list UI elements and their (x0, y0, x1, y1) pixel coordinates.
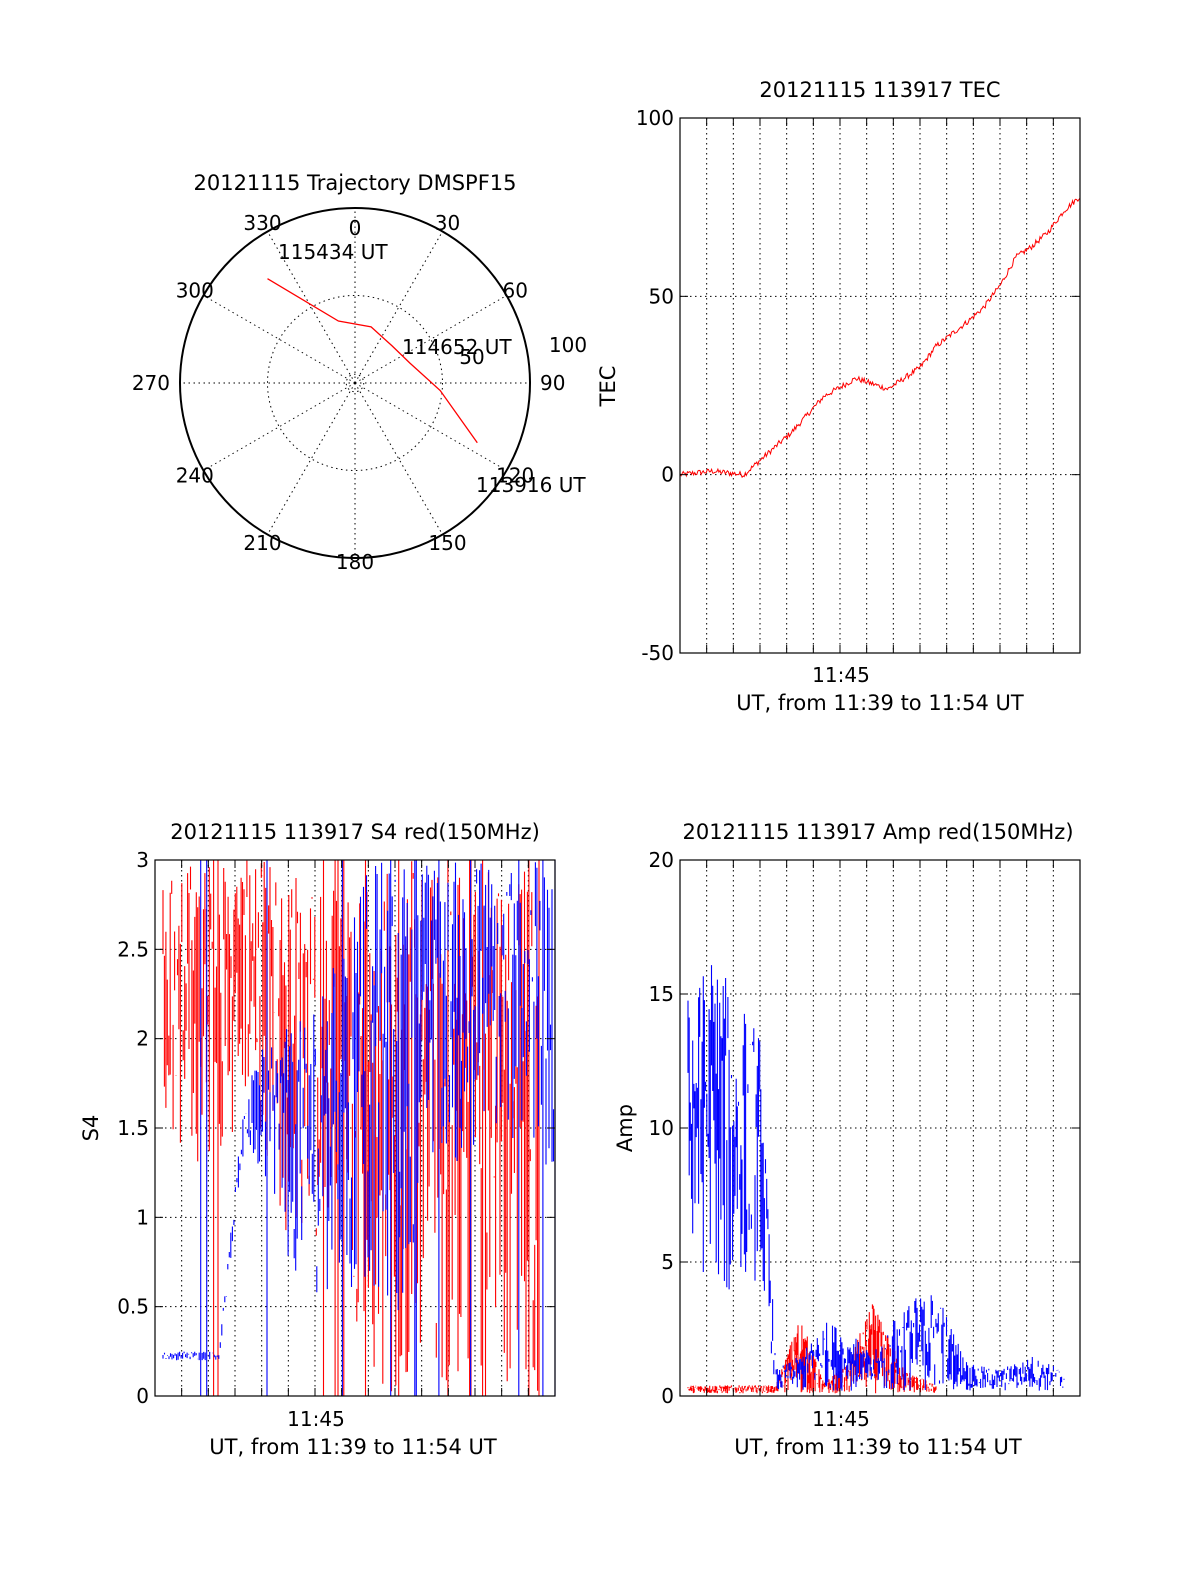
s4-ytick-label-3: 1.5 (117, 1116, 149, 1140)
s4-ytick-label-1: 2.5 (117, 937, 149, 961)
polar-angle-label-120: 120 (496, 464, 534, 488)
polar-angle-labels: 0 30 60 90 120 150 180 210 240 270 300 330 (132, 211, 566, 574)
s4-ytick-label-2: 2 (136, 1027, 149, 1051)
tec-title: 20121115 113917 TEC (759, 78, 1000, 102)
polar-spoke-300 (203, 295, 356, 384)
tec-line (679, 197, 1081, 479)
amp-grid (680, 860, 1080, 1396)
s4-xtick-label: 11:45 (287, 1407, 345, 1431)
polar-angle-label-60: 60 (502, 279, 527, 303)
tec-plot-frame (679, 117, 1081, 654)
polar-angle-label-90: 90 (540, 371, 565, 395)
polar-outer-ring (179, 207, 531, 559)
polar-spoke-210 (267, 382, 356, 535)
amp-xlabel: UT, from 11:39 to 11:54 UT (734, 1435, 1022, 1459)
polar-spoke-60 (354, 295, 507, 384)
amp-series-1 (687, 965, 1065, 1391)
polar-spoke-120 (354, 382, 507, 471)
s4-ytick-label-4: 1 (136, 1205, 149, 1229)
amp-ytick-label-4: 0 (661, 1384, 674, 1408)
tec-ytick-label-3: -50 (641, 641, 674, 665)
s4-ticks: 3 2.5 2 1.5 1 0.5 0 (117, 848, 555, 1408)
amp-ytick-label-0: 20 (649, 848, 674, 872)
s4-ytick-label-6: 0 (136, 1384, 149, 1408)
tec-grid (680, 118, 1080, 653)
trajectory-annotation-start: 115434 UT (278, 240, 388, 264)
polar-angle-label-30: 30 (435, 211, 460, 235)
tec-ylabel: TEC (596, 366, 620, 408)
polar-angle-label-210: 210 (243, 531, 281, 555)
amp-xtick-label: 11:45 (812, 1407, 870, 1431)
s4-ytick-label-5: 0.5 (117, 1295, 149, 1319)
amp-ytick-label-2: 10 (649, 1116, 674, 1140)
polar-spoke-240 (203, 382, 356, 471)
polar-angle-label-150: 150 (428, 531, 466, 555)
trajectory-annotation-mid: 114652 UT (402, 335, 512, 359)
tec-ytick-label-2: 0 (661, 463, 674, 487)
s4-xlabel: UT, from 11:39 to 11:54 UT (209, 1435, 497, 1459)
s4-title: 20121115 113917 S4 red(150MHz) (170, 820, 540, 844)
polar-angle-label-240: 240 (176, 464, 214, 488)
polar-angle-label-300: 300 (176, 279, 214, 303)
tec-ytick-label-1: 50 (649, 284, 674, 308)
trajectory-annotation-end: 113916 UT (476, 473, 586, 497)
polar-trajectory (267, 278, 478, 444)
polar-angle-label-180: 180 (336, 550, 374, 574)
s4-ytick-label-0: 3 (136, 848, 149, 872)
s4-series-1 (162, 860, 556, 1396)
s4-chart: 20121115 113917 S4 red(150MHz) 3 2.5 2 1.5 1… (79, 820, 556, 1459)
tec-series (679, 197, 1081, 479)
polar-title: 20121115 Trajectory DMSPF15 (193, 171, 516, 195)
amp-ytick-label-1: 15 (649, 982, 674, 1006)
amp-title: 20121115 113917 Amp red(150MHz) (682, 820, 1073, 844)
polar-radial-label-50: 50 (459, 345, 484, 369)
polar-ring-50 (267, 295, 443, 471)
tec-xtick-label: 11:45 (812, 663, 870, 687)
polar-spoke-30 (354, 231, 443, 384)
polar-angle-label-0: 0 (349, 216, 362, 240)
polar-spoke-150 (354, 382, 443, 535)
trajectory-polar-plot: 20121115 Trajectory DMSPF15 0 30 60 90 120 15… (132, 171, 587, 574)
amp-series (687, 965, 1065, 1394)
polar-angle-label-270: 270 (132, 371, 170, 395)
polar-spoke-330 (267, 231, 356, 384)
tec-ticks: 100 50 0 -50 (636, 106, 1080, 665)
amp-ylabel: Amp (613, 1104, 637, 1152)
tec-xlabel: UT, from 11:39 to 11:54 UT (736, 691, 1024, 715)
trajectory-line (267, 278, 478, 444)
polar-grid (180, 208, 530, 558)
tec-ytick-label-0: 100 (636, 106, 674, 130)
polar-angle-label-330: 330 (243, 211, 281, 235)
s4-ylabel: S4 (79, 1115, 103, 1142)
s4-series (162, 860, 556, 1396)
polar-radial-label-100: 100 (549, 333, 587, 357)
amp-ytick-label-3: 5 (661, 1250, 674, 1274)
polar-ring-center (345, 373, 365, 393)
amp-ticks: 20 15 10 5 0 (649, 848, 1080, 1408)
amp-chart: 20121115 113917 Amp red(150MHz) 20 15 10 5 0… (613, 820, 1081, 1459)
